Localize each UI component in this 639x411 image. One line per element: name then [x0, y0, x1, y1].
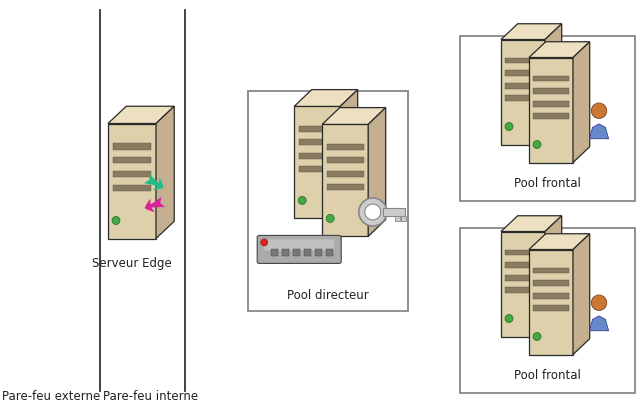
Bar: [299, 139, 335, 145]
FancyBboxPatch shape: [258, 236, 341, 263]
Circle shape: [326, 215, 334, 222]
Circle shape: [591, 295, 606, 310]
Polygon shape: [501, 216, 562, 231]
Bar: [282, 249, 289, 256]
Polygon shape: [294, 90, 358, 106]
Bar: [271, 249, 278, 256]
Bar: [534, 305, 569, 311]
Bar: [327, 184, 364, 190]
Polygon shape: [501, 24, 562, 39]
Text: Pare-feu interne: Pare-feu interne: [103, 390, 198, 403]
Text: Pare-feu externe: Pare-feu externe: [2, 390, 100, 403]
Polygon shape: [529, 42, 590, 58]
Bar: [299, 152, 335, 159]
Bar: [293, 249, 300, 256]
Bar: [505, 83, 541, 89]
Bar: [534, 76, 569, 81]
Polygon shape: [340, 90, 358, 218]
Polygon shape: [573, 42, 590, 162]
Bar: [401, 216, 406, 221]
Circle shape: [261, 239, 268, 246]
FancyBboxPatch shape: [264, 239, 334, 250]
Polygon shape: [529, 234, 590, 249]
Bar: [505, 262, 541, 268]
Bar: [505, 70, 541, 76]
Bar: [534, 268, 569, 273]
Bar: [383, 208, 404, 216]
Bar: [395, 216, 400, 221]
Text: Pool frontal: Pool frontal: [514, 176, 581, 189]
Circle shape: [298, 196, 306, 204]
Bar: [327, 144, 364, 150]
Bar: [326, 249, 333, 256]
Bar: [460, 228, 635, 393]
Bar: [505, 287, 541, 293]
Bar: [113, 157, 151, 164]
Bar: [315, 249, 322, 256]
Polygon shape: [108, 123, 156, 238]
Text: Pool directeur: Pool directeur: [287, 289, 369, 302]
Bar: [113, 143, 151, 150]
Bar: [534, 280, 569, 286]
Polygon shape: [322, 125, 368, 236]
Circle shape: [533, 141, 541, 148]
Bar: [327, 157, 364, 163]
Bar: [505, 95, 541, 101]
Polygon shape: [529, 58, 573, 162]
Polygon shape: [589, 316, 608, 331]
Polygon shape: [294, 106, 340, 218]
Text: Serveur Edge: Serveur Edge: [92, 256, 172, 270]
Bar: [304, 249, 311, 256]
Bar: [299, 166, 335, 172]
Bar: [460, 36, 635, 201]
Circle shape: [112, 217, 120, 224]
Bar: [534, 101, 569, 106]
Polygon shape: [545, 24, 562, 145]
Circle shape: [359, 198, 387, 226]
Polygon shape: [573, 234, 590, 355]
Polygon shape: [589, 124, 608, 139]
Polygon shape: [368, 108, 386, 236]
Bar: [299, 126, 335, 132]
Polygon shape: [156, 106, 174, 238]
Bar: [534, 113, 569, 119]
Polygon shape: [529, 249, 573, 355]
Circle shape: [591, 103, 606, 118]
Bar: [505, 58, 541, 63]
Circle shape: [505, 314, 513, 323]
Bar: [505, 275, 541, 281]
Text: Pool frontal: Pool frontal: [514, 369, 581, 381]
Polygon shape: [108, 106, 174, 123]
Bar: [327, 171, 364, 177]
Bar: [113, 185, 151, 191]
Bar: [505, 249, 541, 255]
Bar: [248, 91, 408, 311]
Bar: [534, 88, 569, 94]
Bar: [534, 293, 569, 298]
Polygon shape: [545, 216, 562, 337]
Bar: [113, 171, 151, 177]
Circle shape: [505, 122, 513, 131]
Polygon shape: [501, 231, 545, 337]
Polygon shape: [501, 39, 545, 145]
Circle shape: [365, 204, 381, 220]
Polygon shape: [322, 108, 386, 125]
Circle shape: [533, 332, 541, 340]
